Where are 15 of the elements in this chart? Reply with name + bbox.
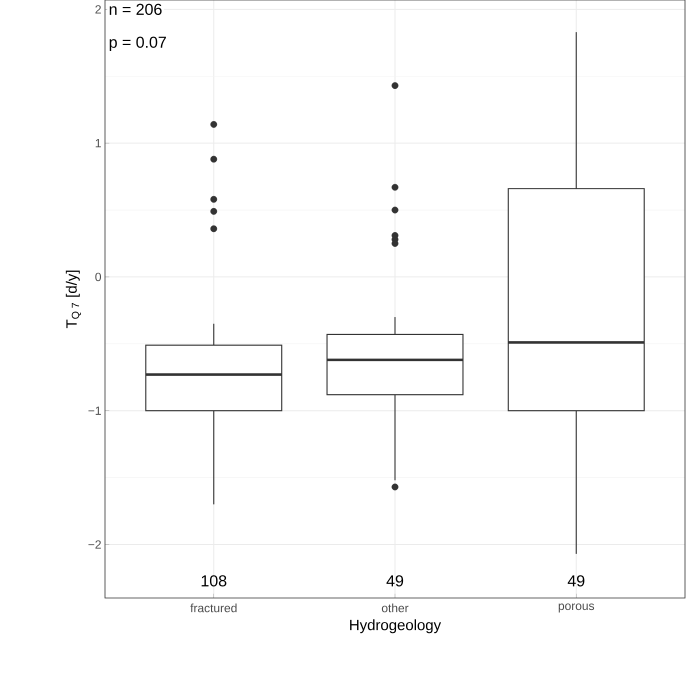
y-tick-label: −1 [88, 406, 101, 415]
y-tick-label: 2 [95, 5, 101, 14]
annotation: 108 [202, 575, 226, 586]
annotation: n = 206 [110, 4, 162, 15]
y-tick-label: −2 [88, 540, 101, 549]
x-tick-label: porous [558, 604, 594, 612]
x-tick-label: other [382, 604, 408, 612]
annotation: 49 [386, 575, 404, 586]
annotation: 49 [568, 575, 584, 586]
y-axis-title: T$_{Q 7}$ [d/y] [66, 270, 81, 328]
y-tick-label: 0 [95, 272, 102, 282]
x-tick-label: fractured [190, 604, 237, 612]
annotation: p = 0.07 [110, 36, 166, 52]
x-axis-title: Hydrogeology [350, 619, 442, 634]
y-tick-label: 1 [96, 139, 101, 148]
